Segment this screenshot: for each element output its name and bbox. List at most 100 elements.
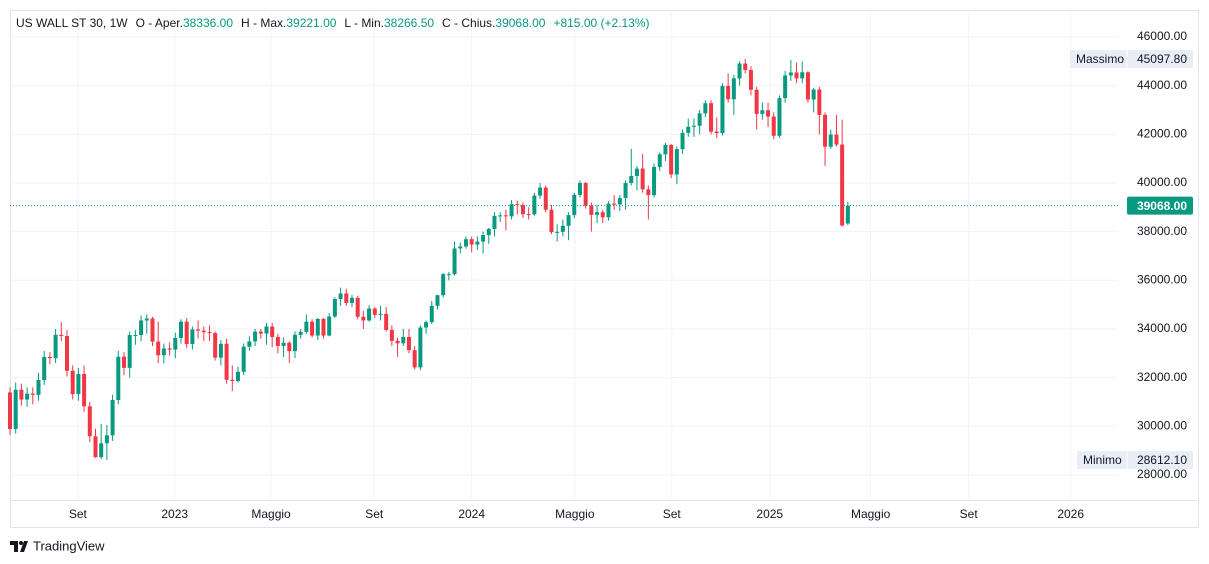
overlay: 28000.00 30000.00 32000.00 34000.00 36000.00… bbox=[10, 29, 1193, 521]
candle-body bbox=[235, 371, 240, 382]
marker-label: Minimo bbox=[1083, 453, 1122, 467]
candle-body bbox=[418, 327, 423, 368]
candle-body bbox=[572, 194, 577, 216]
candle-body bbox=[663, 145, 668, 155]
candle-body bbox=[384, 313, 389, 330]
candle-body bbox=[167, 348, 172, 350]
candle-body bbox=[287, 342, 292, 352]
candle-body bbox=[372, 308, 377, 315]
candle-body bbox=[93, 436, 98, 458]
candle-body bbox=[110, 400, 115, 436]
candle-body bbox=[828, 134, 833, 147]
candle-body bbox=[150, 318, 155, 342]
ohlc-label: O - Aper. bbox=[136, 16, 183, 30]
x-tick-label: Set bbox=[69, 507, 88, 521]
candle-body bbox=[406, 336, 411, 351]
candle-body bbox=[121, 356, 126, 368]
candle-body bbox=[173, 337, 178, 350]
x-tick-label: Maggio bbox=[555, 507, 595, 521]
last-price-label: 39068.00 bbox=[1137, 199, 1187, 213]
candle-body bbox=[361, 316, 366, 321]
ohlc-label: L - Min. bbox=[344, 16, 384, 30]
candle-body bbox=[275, 336, 280, 346]
candle-body bbox=[794, 72, 799, 79]
candle-body bbox=[247, 341, 252, 347]
candle-body bbox=[213, 333, 218, 358]
candle-body bbox=[595, 212, 600, 215]
candle-body bbox=[230, 379, 235, 382]
candle-body bbox=[207, 332, 212, 334]
logo-dot bbox=[19, 541, 23, 545]
candle-body bbox=[811, 89, 816, 100]
candle-body bbox=[475, 241, 480, 245]
candle-body bbox=[281, 342, 286, 346]
candle-body bbox=[766, 110, 771, 117]
candle-body bbox=[446, 274, 451, 276]
candle-body bbox=[652, 166, 657, 196]
x-tick-label: Set bbox=[960, 507, 979, 521]
candle-body bbox=[310, 321, 315, 336]
candle-body bbox=[304, 321, 309, 332]
candle-body bbox=[389, 329, 394, 341]
candle-body bbox=[315, 318, 320, 336]
candle-body bbox=[144, 318, 149, 321]
candle-body bbox=[292, 334, 297, 352]
candle-body bbox=[726, 85, 731, 100]
candle-body bbox=[731, 78, 736, 100]
candle-body bbox=[669, 145, 674, 175]
candle-body bbox=[777, 98, 782, 136]
ohlc-value: 39221.00 bbox=[286, 16, 336, 30]
candle-body bbox=[617, 198, 622, 205]
candle-body bbox=[788, 72, 793, 76]
candle-body bbox=[600, 212, 605, 218]
candle-body bbox=[754, 89, 759, 114]
candle-body bbox=[834, 134, 839, 145]
candle-body bbox=[321, 318, 326, 336]
x-tick-label: 2023 bbox=[161, 507, 188, 521]
candle-body bbox=[196, 329, 201, 331]
candle-body bbox=[549, 209, 554, 233]
y-tick-label: 32000.00 bbox=[1137, 370, 1187, 384]
candle-body bbox=[623, 182, 628, 199]
x-tick-label: Maggio bbox=[251, 507, 291, 521]
candle-body bbox=[13, 389, 18, 429]
candle-body bbox=[720, 85, 725, 134]
candle-body bbox=[583, 182, 588, 206]
candle-body bbox=[845, 205, 850, 224]
candle-body bbox=[703, 103, 708, 114]
candle-body bbox=[116, 356, 121, 401]
candle-body bbox=[492, 215, 497, 229]
ohlc-value: 39068.00 bbox=[495, 16, 545, 30]
logo: TradingView bbox=[10, 538, 105, 553]
candle-body bbox=[646, 189, 651, 196]
candle-body bbox=[327, 316, 332, 336]
x-tick-label: Maggio bbox=[851, 507, 891, 521]
candle-body bbox=[515, 204, 520, 206]
candle-body bbox=[686, 126, 691, 133]
marker-box bbox=[1070, 49, 1193, 68]
candle-body bbox=[201, 330, 206, 333]
candle-body bbox=[395, 340, 400, 344]
candle-body bbox=[526, 214, 531, 216]
candle-body bbox=[25, 393, 30, 400]
candle-body bbox=[612, 203, 617, 205]
candle-body bbox=[36, 380, 41, 395]
y-tick-label: 46000.00 bbox=[1137, 29, 1187, 43]
x-tick-label: Set bbox=[663, 507, 682, 521]
symbol: US WALL ST 30, 1W bbox=[16, 16, 128, 30]
candle-body bbox=[640, 168, 645, 190]
marker-label: Massimo bbox=[1076, 52, 1124, 66]
logo-icon bbox=[10, 541, 28, 552]
candle-body bbox=[47, 356, 52, 359]
candle-body bbox=[709, 103, 714, 132]
marker-value: 45097.80 bbox=[1137, 52, 1187, 66]
y-tick-label: 44000.00 bbox=[1137, 78, 1187, 92]
y-tick-label: 36000.00 bbox=[1137, 272, 1187, 286]
candle-body bbox=[463, 239, 468, 247]
candle-body bbox=[555, 231, 560, 233]
candle-body bbox=[543, 187, 548, 210]
candle-body bbox=[577, 182, 582, 195]
candle-body bbox=[532, 195, 537, 215]
candle-body bbox=[498, 215, 503, 217]
